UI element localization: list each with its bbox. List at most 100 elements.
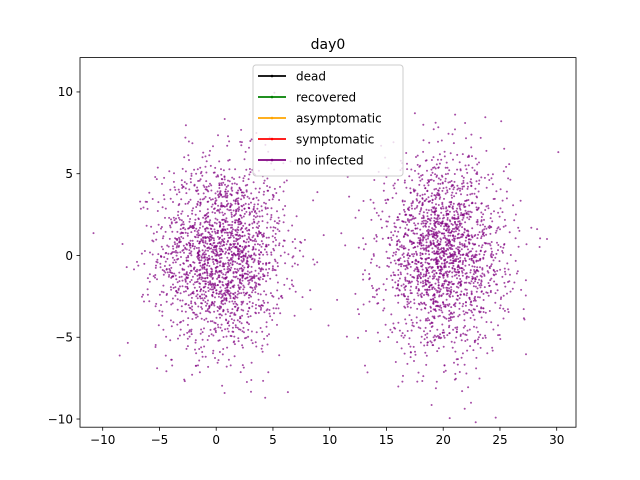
data-point (161, 310, 164, 313)
data-point (412, 345, 415, 348)
data-point (392, 322, 395, 325)
data-point (172, 201, 174, 203)
data-point (458, 307, 461, 310)
data-point (185, 259, 188, 262)
data-point (505, 165, 508, 168)
data-point (236, 293, 239, 296)
data-point (211, 258, 214, 261)
data-point (220, 300, 223, 303)
data-point (422, 273, 425, 276)
data-point (435, 245, 438, 248)
data-point (201, 156, 204, 159)
data-point (192, 207, 195, 210)
data-point (269, 292, 272, 295)
data-point (143, 262, 146, 265)
data-point (244, 150, 247, 153)
data-point (205, 270, 208, 273)
data-point (237, 210, 240, 212)
data-point (461, 263, 464, 266)
data-point (203, 253, 206, 256)
data-point (416, 245, 419, 248)
data-point (484, 334, 487, 337)
data-point (164, 260, 167, 263)
data-point (461, 218, 464, 221)
data-point (256, 222, 259, 225)
data-point (181, 279, 184, 282)
data-point (227, 310, 230, 313)
data-point (232, 209, 235, 212)
data-point (221, 195, 224, 198)
data-point (474, 187, 477, 190)
data-point (411, 207, 413, 210)
data-point (232, 245, 234, 248)
data-point (467, 238, 470, 241)
data-point (385, 278, 388, 280)
data-point (180, 256, 182, 258)
data-point (178, 238, 181, 241)
data-point (252, 218, 255, 221)
data-point (490, 212, 493, 215)
data-point (385, 225, 388, 228)
data-point (415, 285, 418, 288)
data-point (170, 288, 173, 291)
data-point (229, 280, 232, 283)
data-point (476, 237, 479, 240)
data-point (456, 153, 459, 156)
data-point (444, 241, 447, 244)
data-point (458, 371, 461, 373)
data-point (254, 288, 257, 290)
data-point (424, 247, 426, 250)
data-point (190, 231, 193, 234)
data-point (219, 223, 222, 226)
data-point (411, 217, 414, 220)
data-point (455, 291, 457, 294)
data-point (266, 253, 269, 256)
data-point (204, 282, 207, 285)
data-point (173, 251, 176, 253)
data-point (481, 233, 484, 236)
data-point (401, 380, 404, 383)
data-point (221, 244, 224, 247)
data-point (261, 235, 264, 238)
data-point (458, 241, 461, 244)
data-point (193, 183, 196, 186)
data-point (402, 374, 404, 377)
data-point (275, 239, 277, 241)
data-point (222, 308, 225, 311)
data-point (472, 282, 475, 284)
data-point (188, 244, 191, 247)
data-point (184, 246, 187, 249)
data-point (292, 255, 295, 258)
data-point (239, 245, 242, 248)
data-point (493, 210, 495, 213)
data-point (196, 293, 199, 296)
data-point (462, 176, 465, 179)
data-point (419, 247, 422, 250)
data-point (154, 305, 157, 308)
data-point (250, 339, 253, 342)
data-point (475, 250, 478, 253)
data-point (494, 273, 497, 276)
data-point (229, 262, 232, 265)
data-point (463, 363, 466, 366)
data-point (424, 187, 427, 190)
data-point (237, 290, 240, 293)
data-point (366, 371, 369, 374)
data-point (498, 215, 501, 218)
data-point (169, 197, 172, 200)
data-point (443, 282, 446, 285)
data-point (228, 294, 231, 297)
data-point (402, 264, 405, 267)
data-point (221, 218, 224, 221)
data-point (417, 273, 420, 276)
data-point (473, 262, 475, 264)
data-point (225, 251, 227, 254)
data-point (447, 242, 450, 245)
data-point (276, 210, 278, 213)
data-point (174, 261, 177, 264)
data-point (375, 235, 378, 238)
data-point (458, 252, 460, 255)
data-point (492, 268, 495, 271)
data-point (474, 157, 477, 160)
data-point (229, 292, 232, 295)
